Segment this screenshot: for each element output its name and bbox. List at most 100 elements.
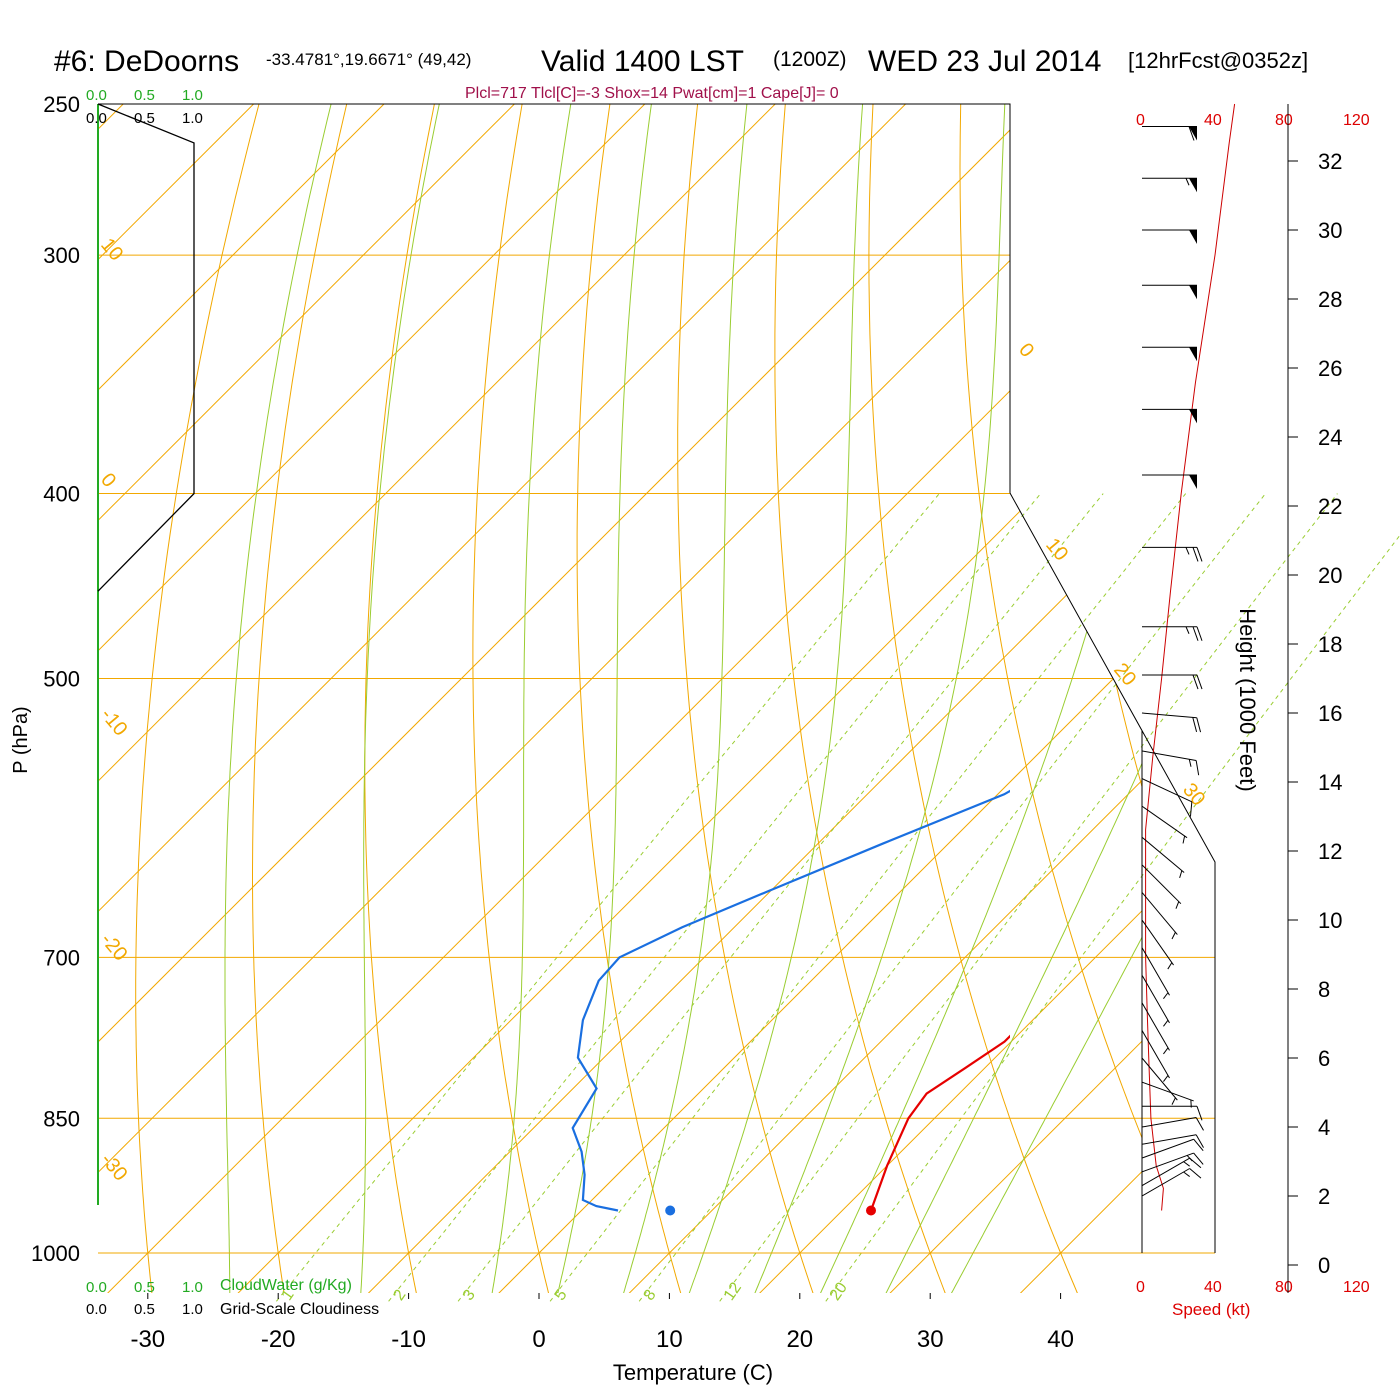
wind-barb-staff [1141, 1002, 1170, 1051]
isotherms [98, 104, 1142, 1293]
mixing-ratio-line [276, 493, 940, 1302]
height-tick-label: 32 [1318, 149, 1342, 174]
wind-barb-flag [1189, 409, 1197, 424]
wind-barb-full [1193, 1138, 1204, 1152]
wind-barb-flag [1189, 178, 1197, 193]
wind-barb-half [1188, 759, 1192, 767]
isotherm-line [98, 104, 776, 1293]
dry-adiabat-line [472, 104, 552, 1293]
wind-barb [1142, 346, 1197, 362]
wind-barb-full [1192, 547, 1199, 562]
wind-barb [1141, 864, 1182, 909]
wind-barb-half [1171, 1097, 1176, 1105]
isotherm-line [620, 104, 1142, 1293]
wind-barb-staff [1141, 1157, 1190, 1187]
temperature-tick-label: 30 [917, 1326, 944, 1353]
wind-barb-staff [1141, 1168, 1190, 1197]
pressure-axis: P (hPa) 250 300 400 500 700 850 1000 [10, 92, 80, 1266]
cloudiness-tick-bottom-1: 0.5 [134, 1301, 155, 1318]
cloudwater-label: CloudWater (g/Kg) [220, 1277, 352, 1294]
dewpoint-trace [571, 789, 1010, 1212]
wind-barb [1142, 229, 1197, 244]
wind-barb-full [1196, 674, 1203, 690]
temperature-tick-label: 40 [1047, 1326, 1074, 1353]
wind-panel: 0 40 80 120 0 40 80 120 Speed (kt) [1009, 103, 1370, 1319]
isotherm-label: 0 [1014, 339, 1038, 362]
pressure-tick-label: 850 [43, 1106, 80, 1131]
height-tick-label: 16 [1318, 701, 1342, 726]
cloudwater-tick-bottom-0: 0.0 [86, 1279, 107, 1296]
sounding-traces [571, 789, 1010, 1212]
wind-barb-staff [1141, 919, 1174, 966]
wind-barb-staff [1141, 1152, 1194, 1173]
cloudwater-tick-bottom-2: 1.0 [182, 1279, 203, 1296]
wind-barb-flag [1189, 475, 1197, 489]
cloudiness-tick-bottom-2: 1.0 [182, 1301, 203, 1318]
mixing-ratio-label: 20 [827, 1279, 851, 1303]
wind-barb-flag [1189, 230, 1197, 244]
wind-speed-profile [1145, 103, 1236, 1211]
wind-barb [1142, 546, 1203, 562]
surface-dewpoint-marker [665, 1205, 676, 1216]
temperature-tick-label: -30 [130, 1326, 165, 1353]
height-tick-label: 6 [1318, 1046, 1330, 1071]
dry-adiabat-line [1395, 70, 1400, 1301]
isotherm-line [98, 104, 515, 1293]
isotherm-label: -30 [96, 1149, 131, 1185]
wind-barb [1141, 892, 1178, 940]
wind-barb-half [1183, 1161, 1190, 1167]
moist-adiabat-line [620, 104, 748, 1293]
height-tick-label: 0 [1318, 1253, 1330, 1278]
height-axis-title: Height (1000 Feet) [1235, 608, 1260, 791]
isotherm-label: 10 [96, 234, 127, 265]
wind-barb [1141, 1116, 1204, 1131]
height-tick-label: 24 [1318, 425, 1342, 450]
speed-tick-bottom-0: 0 [1136, 1279, 1145, 1296]
dry-adiabat-line [677, 104, 817, 1293]
temperature-axis: Temperature (C) -30 -20 -10 0 10 20 30 40 [130, 1293, 1074, 1385]
wind-barb-staff [1141, 1081, 1194, 1102]
wind-barb [1141, 1002, 1170, 1055]
speed-tick-top-1: 40 [1204, 112, 1222, 129]
wind-barb [1142, 408, 1197, 424]
dry-adiabat-line [576, 104, 684, 1293]
wind-barb [1141, 1157, 1202, 1187]
height-tick-label: 28 [1318, 287, 1342, 312]
moist-adiabats [224, 104, 1142, 1293]
wind-barb [1142, 284, 1197, 300]
isotherm-label: 0 [96, 469, 120, 492]
wind-barb [1142, 474, 1197, 489]
temperature-tick-label: 10 [656, 1326, 683, 1353]
station-name: #6: DeDoorns [54, 45, 239, 78]
moist-adiabat-line [881, 104, 1142, 1293]
isotherm-line [99, 104, 1142, 1293]
wind-barb-full [1188, 126, 1195, 141]
moist-adiabat-line [490, 104, 572, 1293]
wind-barb-staff [1141, 778, 1193, 803]
dry-adiabat-line [868, 104, 1082, 1293]
isotherm-line [359, 104, 1142, 1293]
wind-barb [1141, 974, 1170, 1027]
wind-barb-half [1171, 932, 1176, 940]
wind-barb-full [1196, 1106, 1203, 1121]
isotherm-line [98, 104, 646, 1293]
dry-adiabat-line [1134, 104, 1142, 1293]
wind-barb-staff [1141, 836, 1185, 873]
moist-adiabat-line [751, 104, 1006, 1293]
wind-barb [1141, 1168, 1202, 1197]
cloudiness-tick-top-0: 0.0 [86, 110, 107, 127]
wind-barb [1142, 674, 1203, 690]
mixing-ratio-label: 2 [391, 1287, 410, 1304]
isotherm-label: 10 [1041, 534, 1072, 565]
moist-adiabat-line [224, 104, 332, 1293]
height-axis: Height (1000 Feet) 024681012141618202224… [1235, 104, 1342, 1293]
cloudiness-profile-line [97, 103, 195, 592]
dry-adiabat-line [959, 104, 1142, 1293]
wind-barb-half [1179, 870, 1183, 879]
speed-tick-bottom-3: 120 [1343, 1279, 1370, 1296]
height-tick-label: 10 [1318, 908, 1342, 933]
mixing-ratio-line [549, 493, 1187, 1302]
dry-adiabat-line [135, 104, 269, 1293]
temperature-tick-label: -10 [391, 1326, 426, 1353]
